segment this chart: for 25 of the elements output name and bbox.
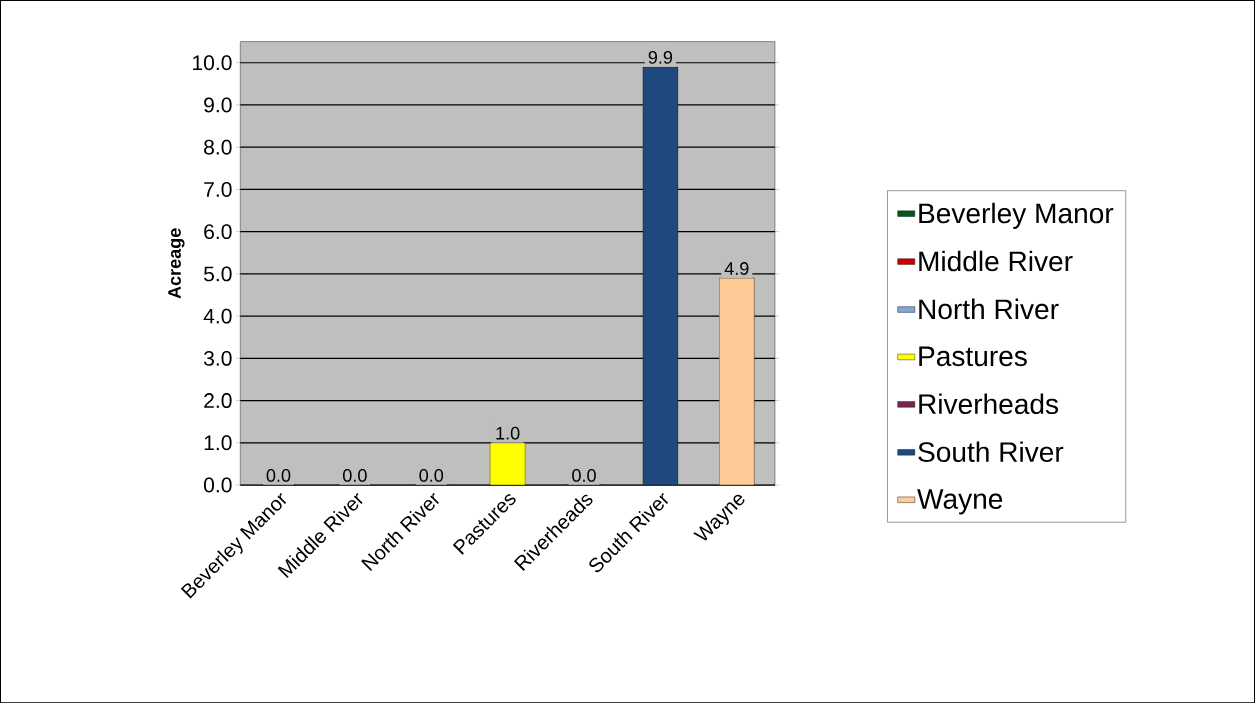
- data-label: 0.0: [419, 468, 444, 482]
- y-tick-label: 8.0: [204, 139, 232, 155]
- legend-label: Middle River: [919, 250, 1073, 272]
- legend-label: North River: [919, 298, 1059, 320]
- legend-label: Riverheads: [919, 393, 1059, 414]
- y-axis-title: Acreage: [168, 228, 185, 299]
- y-tick-label: 4.0: [203, 308, 232, 324]
- legend-label: Pastures: [919, 346, 1027, 367]
- data-label: 9.9: [648, 50, 673, 64]
- legend-label: South River: [918, 441, 1064, 462]
- y-tick-label: 6.0: [204, 224, 232, 240]
- data-label: 1.0: [496, 426, 520, 440]
- y-tick-label: 2.0: [204, 393, 232, 408]
- y-tick-label: 3.0: [203, 350, 232, 366]
- data-label: 4.9: [724, 262, 749, 275]
- data-label: 0.0: [343, 468, 367, 482]
- y-tick-label: 0.0: [203, 477, 232, 493]
- y-tick-label: 9.0: [204, 97, 232, 113]
- data-label: 0.0: [266, 468, 291, 482]
- data-label: 0.0: [572, 468, 596, 482]
- y-tick-label: 1.0: [204, 435, 232, 451]
- y-tick-label: 5.0: [204, 266, 232, 282]
- legend-label: Beverley Manor: [919, 202, 1114, 229]
- y-tick-label: 7.0: [204, 181, 232, 197]
- y-tick-label: 10.0: [193, 55, 232, 71]
